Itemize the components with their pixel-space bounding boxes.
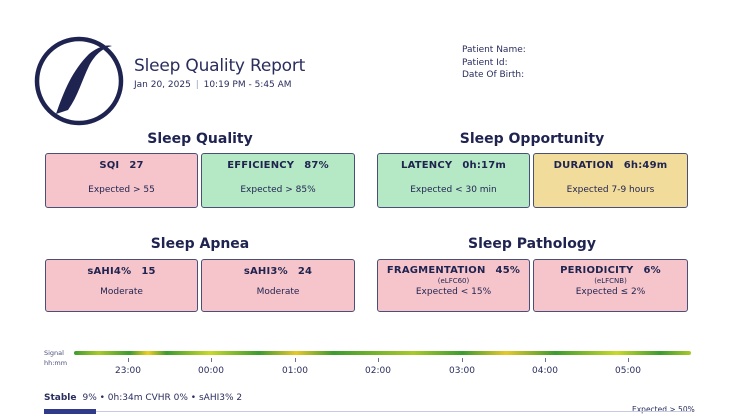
report-title: Sleep Quality Report [134, 56, 306, 76]
patient-info: Patient Name: Patient Id: Date Of Birth: [462, 44, 526, 82]
patient-dob-label: Date Of Birth: [462, 70, 525, 80]
sahi3-severity: Moderate [256, 287, 300, 297]
periodicity-card: PERIODICITY 6% (eLFCNB) Expected ≤ 2% [533, 259, 688, 312]
hhmm-label: hh:mm [44, 359, 68, 367]
sahi4-value: 15 [141, 266, 156, 277]
sahi3-label: sAHI3% [243, 266, 288, 277]
fragmentation-label: FRAGMENTATION [386, 265, 486, 276]
efficiency-expected: Expected > 85% [240, 185, 316, 195]
latency-value: 0h:17m [462, 160, 506, 171]
tick-label: 05:00 [615, 366, 641, 376]
datetime-separator: | [195, 80, 199, 90]
section-sleep-apnea: Sleep Apnea [150, 236, 250, 252]
tick-label: 03:00 [449, 366, 475, 376]
patient-id-label: Patient Id: [462, 57, 508, 68]
tick-label: 02:00 [365, 366, 391, 376]
stable-progress-track [96, 411, 691, 412]
tick-mark [545, 358, 546, 362]
sahi4-card: sAHI4% 15 Moderate [45, 259, 198, 312]
sahi3-card: sAHI3% 24 Moderate [201, 259, 355, 312]
periodicity-label: PERIODICITY [560, 265, 634, 276]
section-sleep-quality: Sleep Quality [147, 131, 253, 147]
stable-stats: Stable 9% • 0h:34m CVHR 0% • sAHI3% 2 [44, 393, 242, 403]
efficiency-label: EFFICIENCY [227, 160, 295, 171]
sqi-expected: Expected > 55 [88, 185, 155, 195]
stable-expected: Expected > 50% [632, 405, 695, 414]
stable-text: 9% • 0h:34m CVHR 0% • sAHI3% 2 [82, 393, 243, 403]
duration-label: DURATION [553, 160, 614, 171]
signal-label: Signal [44, 349, 64, 357]
fragmentation-value: 45% [495, 265, 521, 276]
section-sleep-opportunity: Sleep Opportunity [459, 131, 605, 147]
report-time-range: 10:19 PM - 5:45 AM [203, 80, 292, 90]
stable-label: Stable [44, 393, 77, 403]
signal-quality-bar [74, 351, 691, 355]
stable-progress-fill [44, 409, 96, 414]
periodicity-note: (eLFCNB) [594, 277, 627, 285]
fragmentation-note: (eLFC60) [437, 277, 470, 285]
tick-label: 01:00 [282, 366, 308, 376]
tick-label: 23:00 [115, 366, 141, 376]
sahi4-severity: Moderate [100, 287, 143, 297]
tick-mark [211, 358, 212, 362]
periodicity-value: 6% [643, 265, 661, 276]
tick-mark [378, 358, 379, 362]
latency-expected: Expected < 30 min [410, 185, 497, 195]
report-date: Jan 20, 2025 [134, 80, 191, 90]
sqi-card: SQI 27 Expected > 55 [45, 153, 198, 208]
duration-expected: Expected 7-9 hours [566, 185, 655, 195]
tick-mark [128, 358, 129, 362]
duration-card: DURATION 6h:49m Expected 7-9 hours [533, 153, 688, 208]
report-datetime: Jan 20, 2025 | 10:19 PM - 5:45 AM [134, 80, 292, 90]
sahi3-value: 24 [297, 266, 313, 277]
sqi-value: 27 [129, 160, 144, 171]
sahi4-label: sAHI4% [87, 266, 132, 277]
fragmentation-card: FRAGMENTATION 45% (eLFC60) Expected < 15% [377, 259, 530, 312]
efficiency-card: EFFICIENCY 87% Expected > 85% [201, 153, 355, 208]
latency-label: LATENCY [401, 160, 453, 171]
section-sleep-pathology: Sleep Pathology [468, 236, 596, 252]
fragmentation-expected: Expected < 15% [415, 287, 492, 297]
duration-value: 6h:49m [623, 160, 668, 171]
latency-card: LATENCY 0h:17m Expected < 30 min [377, 153, 530, 208]
tick-label: 00:00 [198, 366, 224, 376]
tick-mark [462, 358, 463, 362]
report-logo [34, 36, 124, 126]
tick-mark [628, 358, 629, 362]
sqi-label: SQI [99, 160, 120, 171]
efficiency-value: 87% [304, 160, 329, 171]
periodicity-expected: Expected ≤ 2% [575, 287, 646, 297]
tick-mark [295, 358, 296, 362]
tick-label: 04:00 [532, 366, 558, 376]
patient-name-label: Patient Name: [462, 45, 526, 55]
